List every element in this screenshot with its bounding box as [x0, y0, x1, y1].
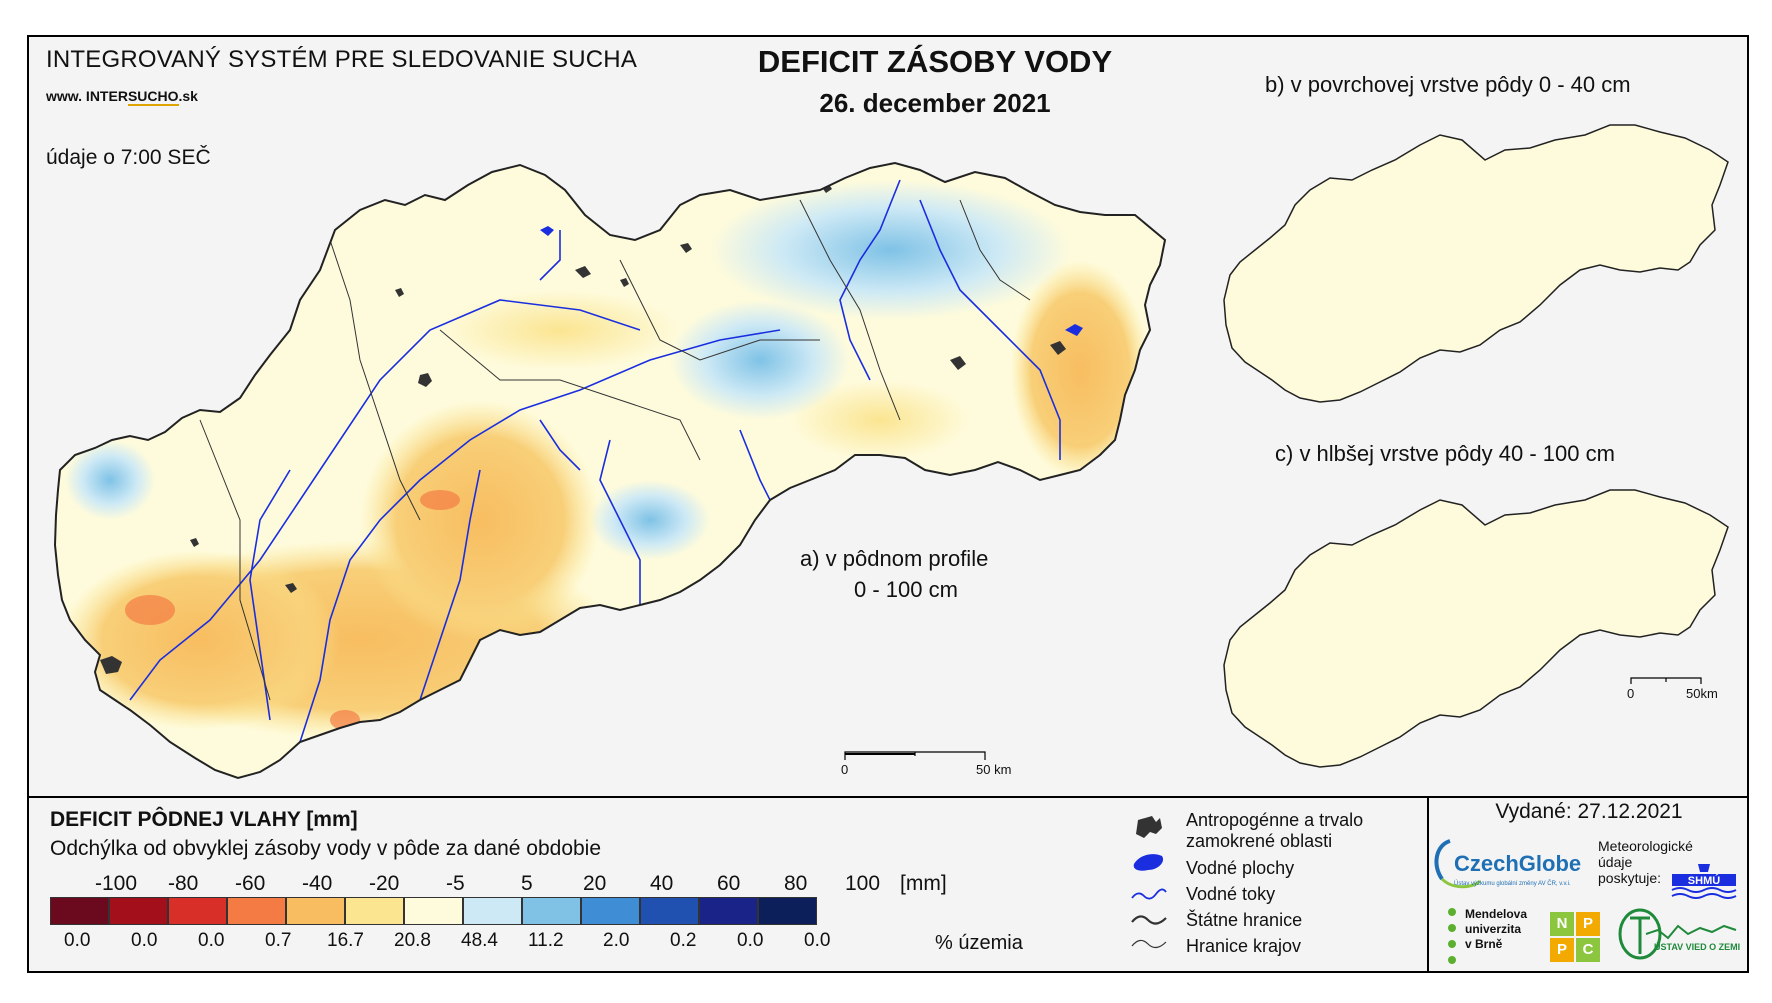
panel-b-map [1223, 124, 1729, 403]
legend-class-label: -100 [95, 872, 138, 895]
legend-divider [27, 796, 1747, 798]
panel-c-label: c) v hlbšej vrstve pôdy 40 - 100 cm [1275, 441, 1615, 466]
legend-class-label: 5 [521, 872, 533, 895]
panel-b-label: b) v povrchovej vrstve pôdy 0 - 40 cm [1265, 72, 1631, 97]
main-map [54, 162, 1166, 779]
legend-color-box [345, 897, 404, 925]
legend-color-box [227, 897, 286, 925]
earth-science-institute-logo: ÚSTAV VIED O ZEMI [1618, 908, 1740, 960]
czechglobe-subtext: Ústav výzkumu globální změny AV ČR, v.v.… [1454, 880, 1571, 887]
anthropogenic-label-2: zamokrené oblasti [1186, 831, 1333, 851]
water-bodies-label: Vodné plochy [1186, 858, 1295, 878]
legend-color-box [758, 897, 817, 925]
water-body-icon [1133, 854, 1164, 871]
region-border-label: Hranice krajov [1186, 936, 1302, 956]
legend-percent-label: % územia [935, 932, 1023, 954]
state-border-label: Štátne hranice [1186, 910, 1303, 930]
mendel-line-2: univerzita [1465, 922, 1522, 936]
panel-a-depth: 0 - 100 cm [854, 577, 958, 602]
observation-time: údaje o 7:00 SEČ [46, 146, 211, 169]
nppc-letter: P [1550, 938, 1574, 962]
legend-percentage: 0.0 [737, 930, 764, 951]
meteo-line-3: poskytuje: [1598, 870, 1662, 886]
legend-color-box [581, 897, 640, 925]
legend-color-box [109, 897, 168, 925]
czechglobe-text: CzechGlobe [1454, 851, 1581, 876]
anthropogenic-area-icon [1136, 816, 1162, 838]
earth-science-text: ÚSTAV VIED O ZEMI [1654, 941, 1740, 952]
mendel-line-1: Mendelova [1465, 907, 1528, 921]
legend-class-label: -60 [235, 872, 266, 895]
mendel-university-name: Mendelova univerzita v Brně [1465, 907, 1527, 952]
nppc-letter: C [1576, 938, 1600, 962]
small-scale-start: 0 [1627, 686, 1635, 701]
symbol-legend-icons [1131, 816, 1167, 949]
river-icon [1131, 888, 1167, 900]
panel-a-label: a) v pôdnom profile [800, 546, 989, 571]
state-border-icon [1131, 915, 1167, 925]
legend-color-box [522, 897, 581, 925]
legend-percentage: 0.0 [131, 930, 158, 951]
website-suffix: .sk [178, 88, 198, 104]
meteo-provider-label: Meteorologické údaje poskytuje: [1598, 838, 1693, 886]
small-scalebar [1630, 677, 1702, 684]
legend-percentage: 0.0 [198, 930, 225, 951]
legend-class-label: -20 [369, 872, 400, 895]
legend-color-box [640, 897, 699, 925]
legend-percentage: 0.0 [804, 930, 831, 951]
website-prefix: www. INTER [46, 88, 128, 104]
legend-title: DEFICIT PÔDNEJ VLAHY [mm] [50, 808, 358, 831]
shmu-logo: SHMÚ [1671, 864, 1737, 899]
website-link[interactable]: www. INTERSUCHO.sk [46, 88, 198, 106]
rivers-label: Vodné toky [1186, 884, 1276, 904]
legend-class-label: 40 [650, 872, 674, 895]
legend-percentage: 2.0 [603, 930, 630, 951]
legend-percentage: 11.2 [528, 930, 564, 951]
legend-percentage: 20.8 [394, 930, 431, 951]
legend-class-label: 20 [583, 872, 607, 895]
main-scale-start: 0 [841, 762, 849, 777]
region-border-icon [1131, 939, 1167, 949]
legend-percentage: 16.7 [327, 930, 364, 951]
small-scale-end: 50km [1686, 686, 1718, 701]
legend-subtitle: Odchýlka od obvyklej zásoby vody v pôde … [50, 837, 602, 860]
legend-class-label: 60 [717, 872, 741, 895]
legend-color-box [168, 897, 227, 925]
system-title: INTEGROVANÝ SYSTÉM PRE SLEDOVANIE SUCHA [46, 46, 638, 73]
footer-divider [1427, 796, 1429, 971]
legend-class-label: -5 [446, 872, 465, 895]
map-date: 26. december 2021 [819, 88, 1051, 118]
shmu-text: SHMÚ [1688, 874, 1720, 887]
legend-class-label: 80 [784, 872, 808, 895]
panel-c-map [1223, 489, 1729, 768]
legend-color-box [699, 897, 758, 925]
legend-class-label: 100 [845, 872, 881, 895]
main-scalebar [844, 751, 986, 760]
map-title: DEFICIT ZÁSOBY VODY [757, 44, 1113, 79]
meteo-line-1: Meteorologické [1598, 838, 1693, 854]
legend-percentage: 0.0 [64, 930, 91, 951]
legend-percentage: 0.2 [670, 930, 697, 951]
anthropogenic-label-1: Antropogénne a trvalo [1186, 810, 1364, 830]
legend-percentage: 48.4 [461, 930, 498, 951]
legend-color-box [286, 897, 345, 925]
legend-color-box [50, 897, 109, 925]
legend-class-label: -80 [168, 872, 199, 895]
issued-date: Vydané: 27.12.2021 [1495, 800, 1683, 823]
meteo-line-2: údaje [1598, 854, 1633, 870]
nppc-letter: N [1550, 912, 1574, 936]
legend-percentage: 0.7 [265, 930, 292, 951]
mendel-university-logo [1448, 908, 1456, 964]
main-scale-end: 50 km [976, 762, 1012, 777]
czechglobe-logo: CzechGlobe Ústav výzkumu globální změny … [1434, 839, 1581, 889]
legend-unit: [mm] [900, 872, 947, 895]
mendel-line-3: v Brně [1465, 937, 1503, 951]
legend-color-box [404, 897, 463, 925]
legend-color-box [463, 897, 522, 925]
nppc-letter: P [1576, 912, 1600, 936]
legend-class-label: -40 [302, 872, 333, 895]
website-highlight: SUCHO [127, 88, 179, 106]
